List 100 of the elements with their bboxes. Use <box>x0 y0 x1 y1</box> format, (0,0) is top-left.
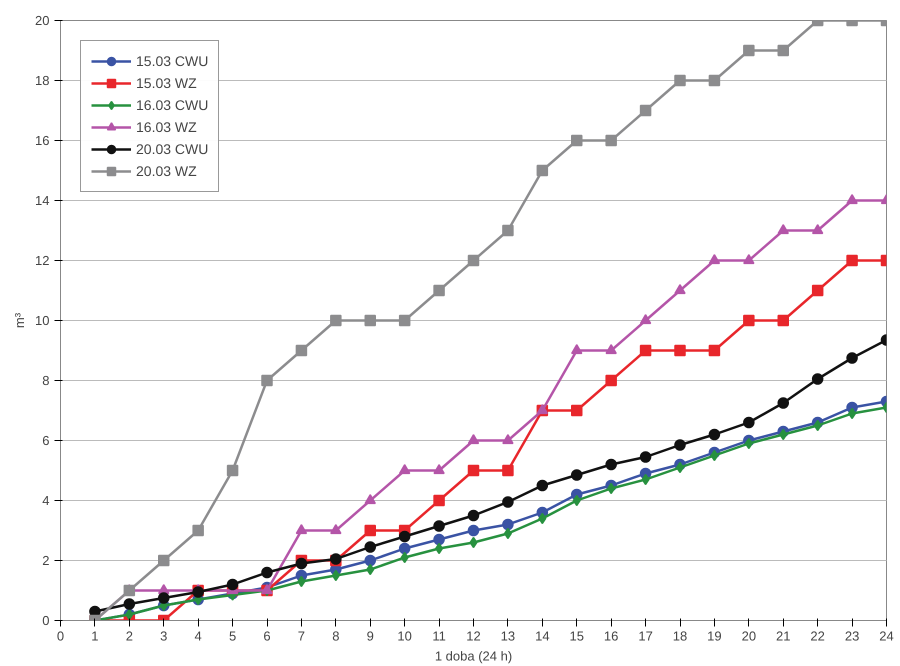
x-tick-label: 11 <box>432 628 446 644</box>
point <box>571 134 582 146</box>
legend-label: 16.03 CWU <box>136 97 208 113</box>
legend-label: 15.03 WZ <box>136 75 197 91</box>
point <box>261 374 273 386</box>
point <box>435 542 444 554</box>
y-tick-label: 2 <box>42 553 50 568</box>
x-tick-label: 10 <box>397 628 412 644</box>
point <box>708 74 720 86</box>
point <box>640 451 652 463</box>
point <box>364 494 376 504</box>
x-tick-label: 23 <box>844 628 860 644</box>
y-tick-label: 8 <box>42 373 50 388</box>
point <box>192 524 204 536</box>
point <box>744 438 753 450</box>
point <box>297 576 306 588</box>
point <box>812 373 824 385</box>
point <box>398 464 410 474</box>
point <box>124 598 136 610</box>
x-tick-label: 12 <box>466 628 481 644</box>
point <box>605 134 617 146</box>
y-tick-label: 14 <box>35 193 50 208</box>
x-tick-label: 5 <box>228 628 236 644</box>
point <box>468 524 480 536</box>
point <box>433 284 445 296</box>
point <box>846 352 858 364</box>
point <box>640 314 652 324</box>
y-tick-label: 20 <box>35 13 50 28</box>
point <box>400 552 409 564</box>
point <box>330 314 342 326</box>
y-tick-label: 16 <box>35 133 50 148</box>
point <box>605 344 617 354</box>
point <box>469 536 478 548</box>
legend-label: 20.03 CWU <box>136 141 208 157</box>
y-tick-label: 10 <box>35 313 50 328</box>
point <box>398 542 410 554</box>
point <box>778 314 789 326</box>
point <box>296 344 308 356</box>
point <box>708 428 720 440</box>
point <box>607 482 616 494</box>
point <box>468 510 480 522</box>
legend-label: 15.03 CWU <box>136 53 208 69</box>
x-tick-label: 2 <box>126 628 133 644</box>
x-tick-label: 13 <box>500 628 516 644</box>
x-tick-label: 24 <box>879 628 894 644</box>
point <box>640 344 652 356</box>
point <box>812 224 824 234</box>
x-tick-label: 21 <box>776 628 790 644</box>
point <box>571 469 582 481</box>
point <box>571 344 582 354</box>
point <box>848 408 856 420</box>
point <box>364 314 376 326</box>
point <box>779 428 788 440</box>
x-tick-label: 7 <box>298 628 306 644</box>
point <box>605 374 617 386</box>
x-tick-label: 15 <box>570 628 584 644</box>
point <box>398 314 410 326</box>
point <box>364 541 376 553</box>
point <box>571 404 582 416</box>
point <box>468 434 480 444</box>
point <box>846 194 858 204</box>
x-tick-label: 8 <box>332 628 340 644</box>
x-tick-label: 17 <box>638 628 653 644</box>
point <box>364 524 376 536</box>
point <box>398 530 410 542</box>
point <box>296 558 308 570</box>
point <box>226 464 238 476</box>
point <box>710 450 718 462</box>
point <box>640 104 652 116</box>
x-tick-label: 14 <box>535 628 550 644</box>
point <box>502 496 514 508</box>
point <box>332 570 340 582</box>
point <box>364 554 376 566</box>
point <box>502 518 514 530</box>
point <box>743 44 755 56</box>
point <box>261 566 273 578</box>
point <box>158 592 170 604</box>
point <box>502 434 514 444</box>
point <box>778 224 789 234</box>
x-tick-label: 22 <box>810 628 825 644</box>
point <box>743 416 755 428</box>
point <box>674 74 686 86</box>
point <box>433 534 445 546</box>
point <box>226 578 238 590</box>
point <box>296 524 308 534</box>
point <box>814 420 822 432</box>
x-tick-label: 18 <box>672 628 688 644</box>
y-tick-label: 4 <box>42 493 50 508</box>
x-tick-label: 0 <box>56 628 64 644</box>
legend-label: 16.03 WZ <box>136 119 197 135</box>
y-tick-label: 6 <box>42 433 50 448</box>
y-tick-label: 12 <box>35 253 50 268</box>
point <box>676 462 684 474</box>
point <box>743 314 755 326</box>
point <box>538 512 546 524</box>
point <box>674 344 686 356</box>
x-tick-label: 19 <box>707 628 722 644</box>
x-tick-label: 4 <box>194 628 202 644</box>
point <box>743 254 755 264</box>
point <box>330 524 342 534</box>
